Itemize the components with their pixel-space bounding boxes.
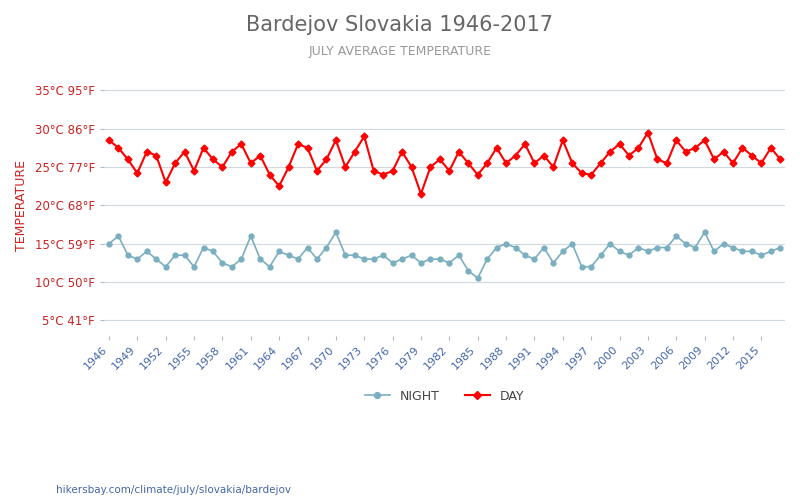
NIGHT <box>775 244 785 250</box>
NIGHT <box>738 248 747 254</box>
DAY <box>416 191 426 197</box>
DAY <box>567 160 577 166</box>
NIGHT <box>104 240 114 246</box>
NIGHT <box>577 264 586 270</box>
DAY <box>104 137 114 143</box>
DAY <box>331 137 341 143</box>
DAY <box>198 145 208 151</box>
Y-axis label: TEMPERATURE: TEMPERATURE <box>15 160 28 251</box>
Text: hikersbay.com/climate/july/slovakia/bardejov: hikersbay.com/climate/july/slovakia/bard… <box>56 485 291 495</box>
DAY <box>492 145 502 151</box>
NIGHT <box>198 244 208 250</box>
NIGHT <box>331 229 341 235</box>
Text: Bardejov Slovakia 1946-2017: Bardejov Slovakia 1946-2017 <box>246 15 554 35</box>
NIGHT <box>341 252 350 258</box>
Text: JULY AVERAGE TEMPERATURE: JULY AVERAGE TEMPERATURE <box>309 45 491 58</box>
NIGHT <box>473 275 482 281</box>
NIGHT <box>502 240 511 246</box>
Legend: NIGHT, DAY: NIGHT, DAY <box>360 384 530 407</box>
DAY <box>643 130 653 136</box>
Line: DAY: DAY <box>106 130 782 196</box>
Line: NIGHT: NIGHT <box>106 230 782 280</box>
NIGHT <box>549 260 558 266</box>
DAY <box>738 145 747 151</box>
DAY <box>775 156 785 162</box>
DAY <box>539 152 549 158</box>
